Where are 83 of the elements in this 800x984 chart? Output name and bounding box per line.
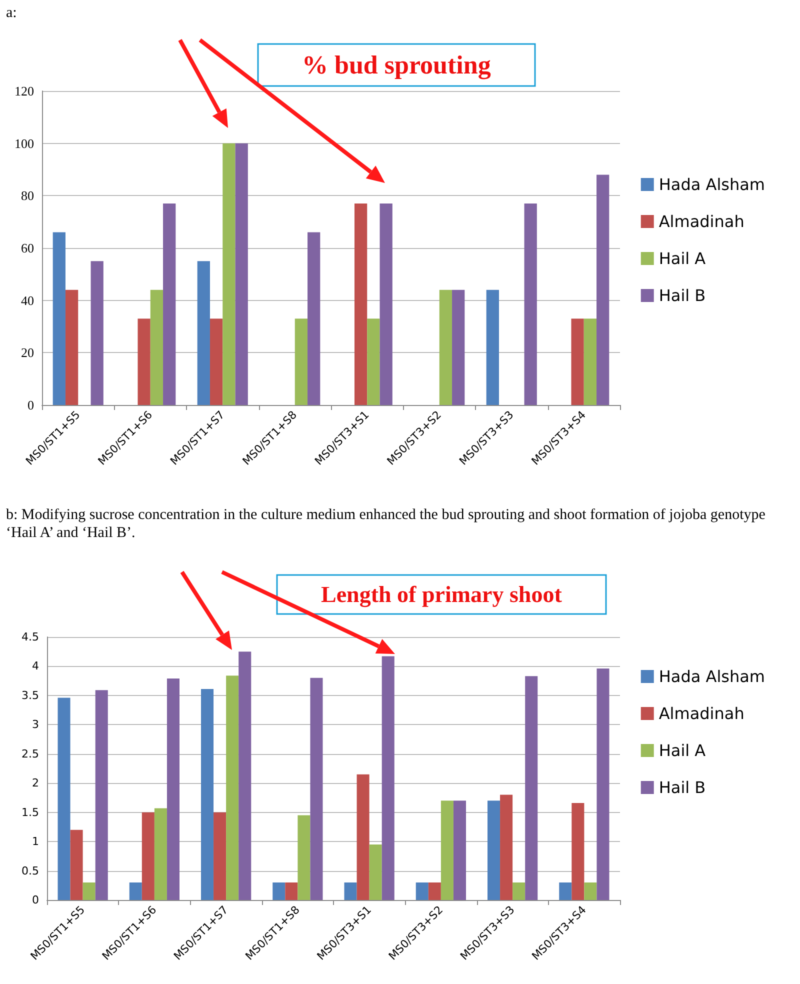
chart-title: Length of primary shoot [321,582,562,608]
legend-label: Hail A [658,249,706,268]
y-tick-label: 20 [21,345,34,360]
bar [272,882,286,900]
bar [154,808,167,900]
bar [512,882,526,900]
bar [524,204,537,405]
bar [129,882,142,900]
bar [380,204,392,405]
legend-label: Hail B [658,778,706,797]
bar [200,689,214,900]
bar [584,882,597,900]
text: a: [6,4,18,22]
bar [596,668,610,900]
bar [453,800,466,900]
bar [416,882,428,900]
y-tick-label: 4.5 [22,630,39,644]
y-tick-label: 1.5 [22,806,39,819]
bar [452,290,465,405]
y-tick-label: 120 [14,84,34,98]
bar [572,802,584,900]
bar [344,882,357,900]
bar [298,815,310,900]
bar [226,676,239,900]
y-tick-label: 60 [21,240,34,256]
bar [428,882,441,900]
bar [356,774,370,900]
bar [596,174,610,405]
y-tick-label: 1 [32,835,39,848]
bar [142,812,154,900]
bar [235,143,248,405]
y-tick-label: 40 [21,292,34,308]
bar [163,204,176,405]
bar [367,318,380,405]
bar [354,204,368,405]
bar [82,882,96,900]
bar [571,318,584,405]
bar [210,318,223,405]
y-tick-label: 0 [28,398,34,412]
bar [65,290,78,405]
bar [70,830,83,900]
bar [525,676,538,900]
bar [90,261,104,405]
bar [382,656,394,900]
y-tick-label: 4 [32,660,39,673]
bar [222,143,236,405]
bar [238,652,252,900]
bar [308,232,320,405]
y-tick-label: 0 [32,894,39,906]
y-tick-label: 3.5 [22,688,39,702]
bar [285,882,298,900]
bar [166,678,180,900]
bar [584,318,597,405]
bar [369,844,382,900]
legend-label: Hada Alsham [658,667,765,686]
bar [138,318,150,405]
bar [197,261,210,405]
bar [150,290,164,405]
bar [58,698,70,900]
legend-label: Almadinah [658,704,744,723]
legend-label: Hail B [658,286,706,305]
bar [440,800,454,900]
bar [214,812,226,900]
chart-title: % bud sprouting [302,50,491,80]
legend-label: Hada Alsham [658,175,765,194]
bar [500,794,513,900]
bar [95,690,108,900]
bar [559,882,572,900]
text: b: Modifying sucrose concentration in the culture medium enhanced the bud sprouting and shoot formation of jojoba genotype ‘Hail A’ and ‘Hail B’. [6,506,766,542]
bar [439,290,452,405]
y-tick-label: 3 [32,718,39,732]
legend-label: Hail A [658,741,706,760]
bar [486,290,499,405]
bar [52,232,66,405]
y-tick-label: 80 [21,188,34,204]
legend-label: Almadinah [658,212,744,231]
y-tick-label: 2.5 [22,747,39,760]
bar [310,678,323,900]
y-tick-label: 2 [32,776,39,790]
bar [294,318,308,405]
y-tick-label: 100 [14,136,34,151]
y-tick-label: 0.5 [22,864,39,878]
bar [487,800,500,900]
